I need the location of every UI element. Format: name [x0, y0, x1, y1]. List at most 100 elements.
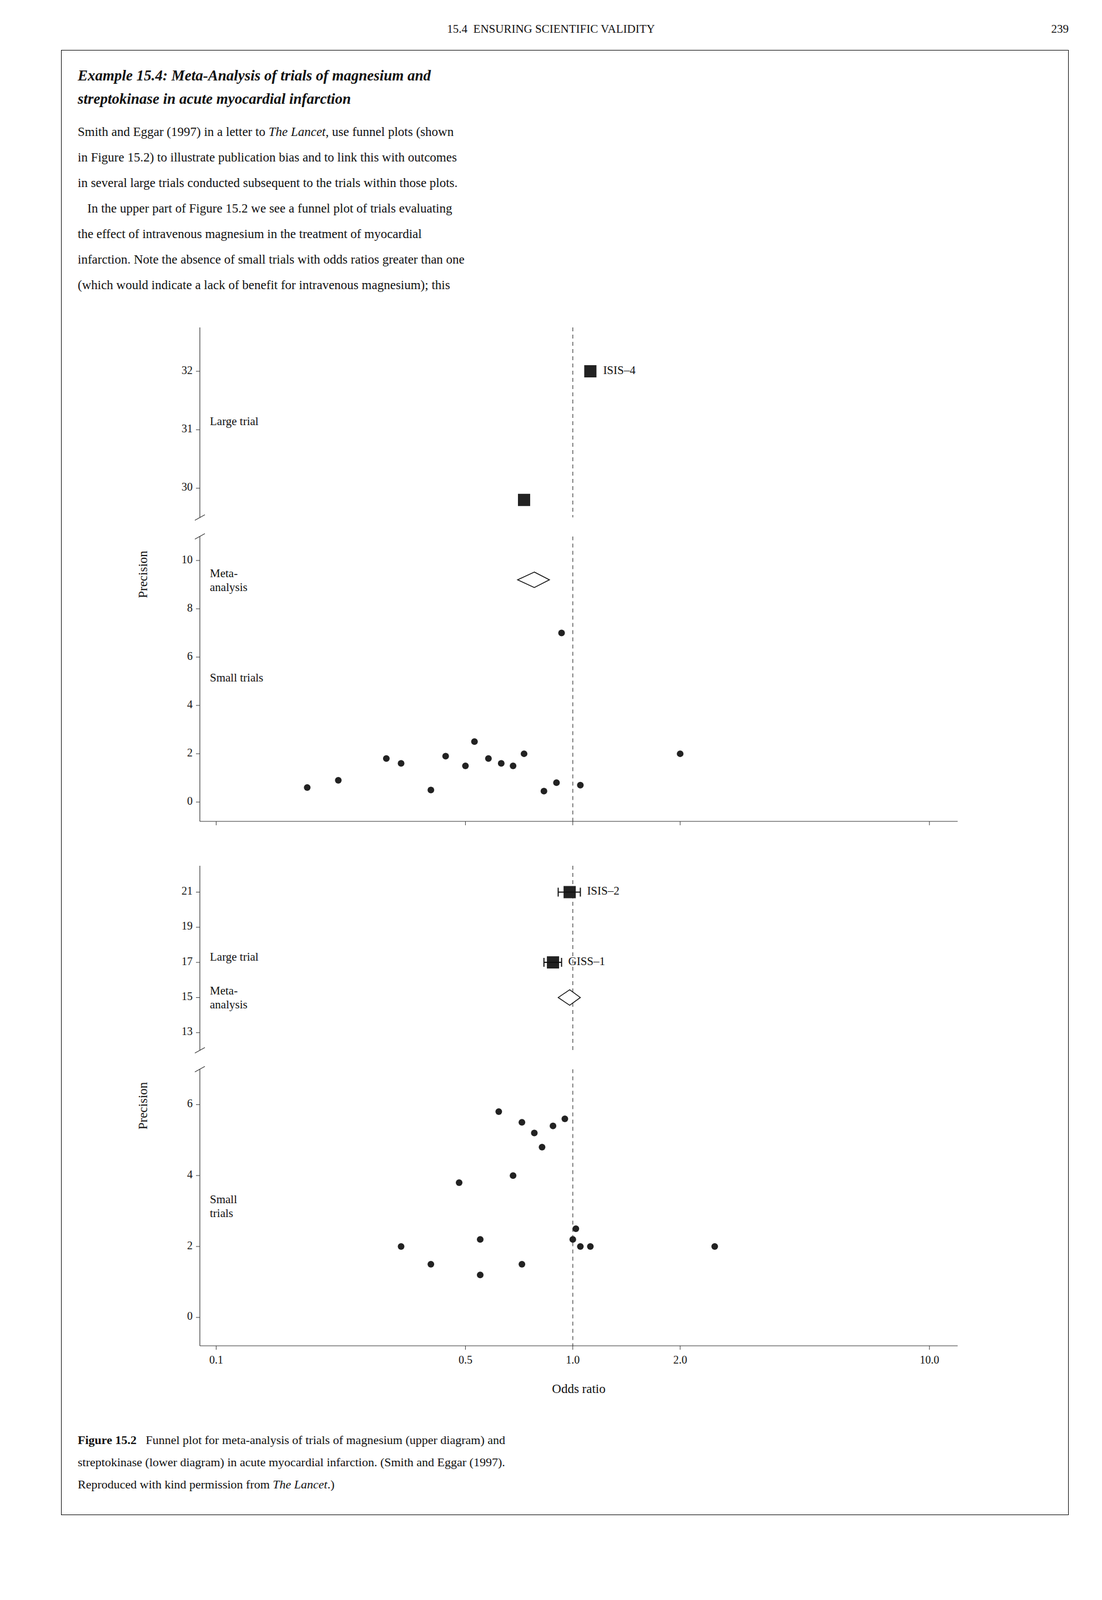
x-axis-label: Odds ratio	[551, 1382, 606, 1397]
trial-point	[518, 1261, 526, 1268]
trial-point	[569, 1236, 577, 1244]
caption-segment: streptokinase (lower diagram) in acute m…	[77, 1455, 506, 1470]
x-tick	[465, 1346, 466, 1351]
annotation: Meta-analysis	[209, 566, 248, 595]
y-tick-label: 4	[187, 698, 193, 711]
body-line: in Figure 15.2) to illustrate publicatio…	[77, 144, 465, 171]
body-segment: Smith and Eggar (1997) in a letter to	[77, 124, 269, 139]
body-text: Smith and Eggar (1997) in a letter to Th…	[77, 119, 465, 299]
chart: 024613151719210.10.51.02.010.0PrecisionO…	[61, 849, 1069, 1411]
body-line: the effect of intravenous magnesium in t…	[77, 221, 465, 248]
annotation: Smalltrials	[209, 1193, 238, 1221]
trial-point	[572, 1225, 580, 1233]
y-tick-label: 8	[187, 601, 193, 615]
annotation-line: Meta-	[209, 984, 238, 998]
y-axis-line	[199, 327, 200, 518]
trial-point	[383, 755, 390, 763]
x-axis-line	[199, 821, 958, 822]
y-tick-label: 19	[181, 919, 193, 933]
reference-line	[572, 536, 573, 822]
caption-line: streptokinase (lower diagram) in acute m…	[77, 1451, 506, 1474]
y-axis-label: Precision	[136, 1082, 150, 1130]
y-tick	[195, 1175, 200, 1177]
axis-break	[194, 514, 205, 521]
y-tick-label: 30	[181, 480, 193, 493]
trial-point	[485, 755, 492, 763]
y-tick-label: 13	[181, 1025, 193, 1038]
trial-point	[334, 777, 342, 784]
trial-point	[476, 1236, 484, 1244]
y-tick-label: 0	[187, 1310, 193, 1323]
y-tick	[195, 657, 200, 658]
x-axis-line	[199, 1345, 958, 1347]
trial-point	[303, 784, 311, 792]
series-label: GISS–1	[568, 954, 606, 969]
body-line: In the upper part of Figure 15.2 we see …	[77, 195, 465, 222]
y-tick	[195, 997, 200, 999]
x-tick-label: 2.0	[673, 1354, 688, 1367]
y-tick	[195, 705, 200, 707]
trial-point	[520, 750, 528, 758]
y-tick	[195, 753, 200, 755]
annotation-line: trials	[209, 1206, 234, 1221]
error-bar-line	[544, 962, 562, 964]
y-axis-line	[199, 866, 200, 1051]
annotation-line: Small trials	[209, 671, 264, 685]
y-tick	[195, 560, 200, 561]
x-tick-label: 0.1	[209, 1354, 224, 1367]
error-bar	[544, 958, 562, 968]
body-segment: in Figure 15.2) to illustrate publicatio…	[77, 150, 457, 165]
series-label: ISIS–4	[602, 363, 636, 377]
body-segment: the effect of intravenous magnesium in t…	[77, 227, 422, 241]
caption-segment: Funnel plot for meta-analysis of trials …	[136, 1433, 506, 1448]
trial-point	[540, 788, 548, 795]
x-tick	[680, 821, 681, 826]
reference-line	[572, 1069, 573, 1347]
y-tick	[195, 429, 200, 431]
y-tick-label: 21	[181, 884, 193, 898]
annotation-line: analysis	[209, 998, 248, 1012]
trial-point	[397, 1243, 405, 1251]
axis-break	[194, 1066, 205, 1073]
y-tick-label: 0	[187, 794, 193, 808]
trial-square	[517, 494, 531, 507]
y-tick-label: 10	[181, 553, 193, 566]
y-tick-label: 2	[187, 1239, 193, 1252]
y-axis-line	[199, 1069, 200, 1347]
trial-point	[518, 1119, 526, 1126]
box-title: Example 15.4: Meta-Analysis of trials of…	[77, 63, 431, 111]
annotation: Large trial	[209, 950, 259, 964]
x-tick	[929, 1346, 930, 1351]
y-tick	[195, 1317, 200, 1318]
trial-point	[427, 1261, 435, 1268]
annotation: Small trials	[209, 671, 264, 685]
x-tick-label: 10.0	[919, 1354, 940, 1367]
trial-point	[427, 786, 435, 794]
body-line: in several large trials conducted subseq…	[77, 170, 465, 196]
y-tick	[195, 371, 200, 372]
y-tick	[195, 1246, 200, 1248]
trial-square	[584, 365, 597, 378]
trial-point	[586, 1243, 594, 1251]
annotation-line: Meta-	[209, 566, 238, 581]
y-tick	[195, 892, 200, 893]
page-number: 239	[1051, 22, 1070, 37]
error-bar-cap	[543, 958, 545, 968]
annotation-line: Large trial	[209, 414, 259, 429]
caption-line: Figure 15.2 Funnel plot for meta-analysi…	[77, 1429, 506, 1452]
error-bar-cap	[579, 887, 581, 897]
y-tick	[195, 962, 200, 964]
x-tick	[680, 1346, 681, 1351]
axes	[194, 327, 958, 826]
y-axis-label: Precision	[136, 550, 150, 599]
body-segment: In the upper part of Figure 15.2 we see …	[77, 201, 452, 216]
trial-point	[711, 1243, 718, 1251]
y-tick-label: 6	[187, 1097, 193, 1110]
trial-point	[576, 782, 584, 789]
x-tick	[465, 821, 466, 826]
error-bar-cap	[561, 958, 563, 968]
meta-diamond	[557, 989, 581, 1006]
y-tick-label: 2	[187, 746, 193, 759]
x-tick	[215, 1346, 217, 1351]
y-tick	[195, 802, 200, 803]
